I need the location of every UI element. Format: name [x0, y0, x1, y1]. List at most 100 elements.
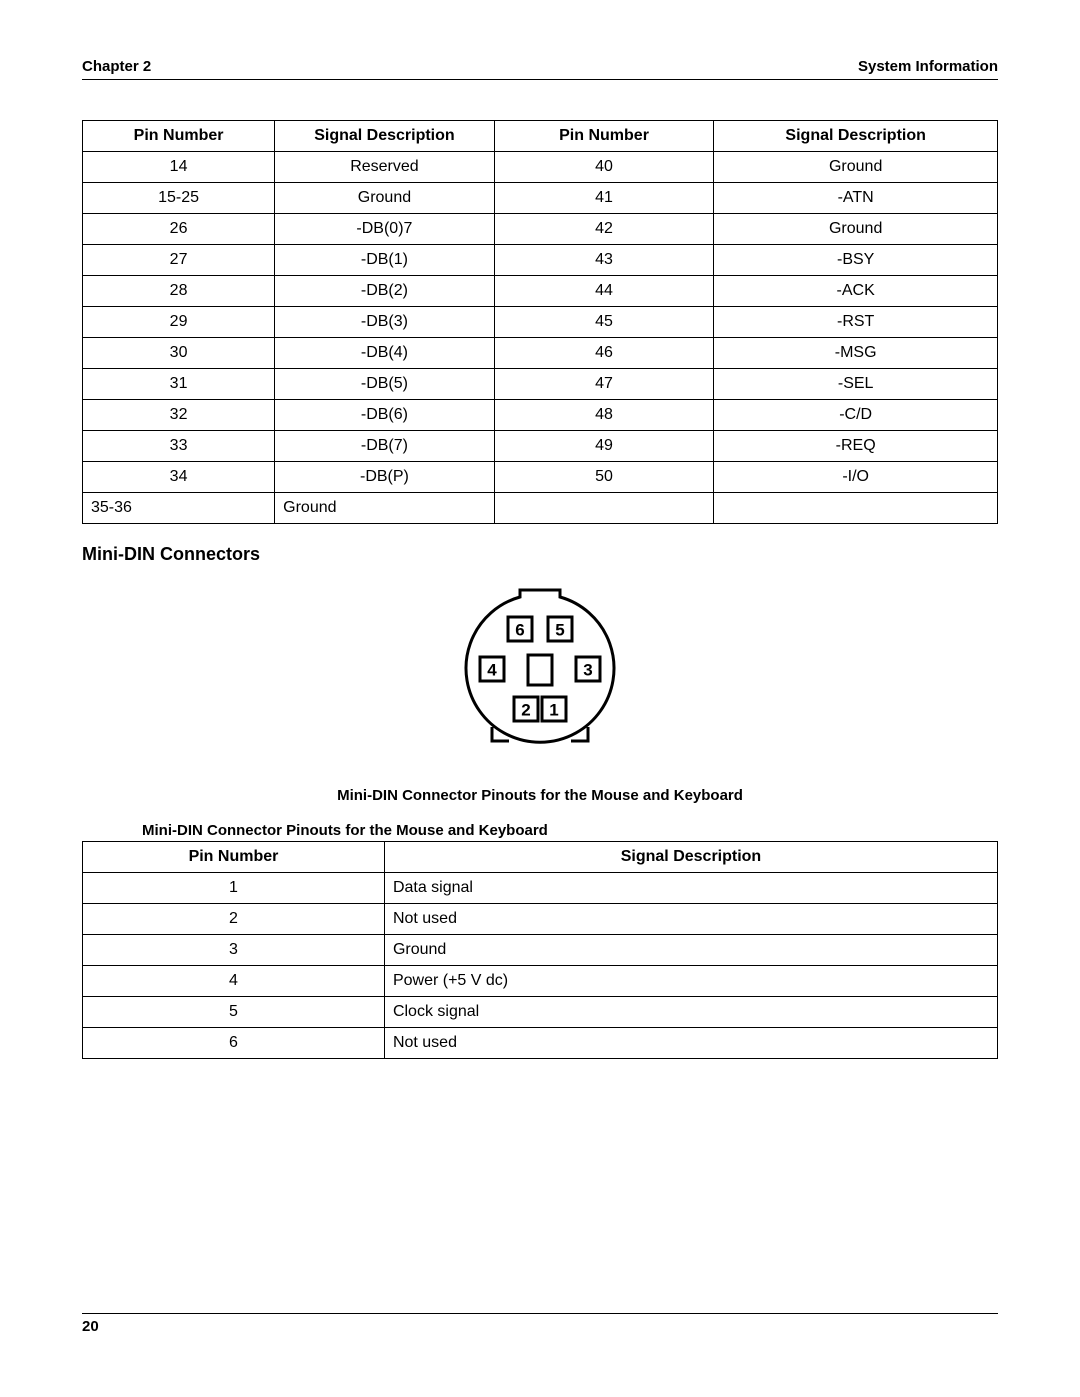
col-header: Signal Description	[714, 121, 998, 152]
table-cell: 14	[83, 152, 275, 183]
table-cell: -DB(6)	[275, 400, 495, 431]
table-cell: 47	[494, 369, 714, 400]
table-cell: -I/O	[714, 462, 998, 493]
table-row: 28-DB(2)44-ACK	[83, 276, 998, 307]
table-cell: 1	[83, 873, 385, 904]
table-cell: 26	[83, 214, 275, 245]
table-cell: -MSG	[714, 338, 998, 369]
table-cell: Ground	[275, 493, 495, 524]
table-cell: -DB(1)	[275, 245, 495, 276]
table-cell: 40	[494, 152, 714, 183]
table-row: 2Not used	[83, 904, 998, 935]
table-row: 15-25Ground41-ATN	[83, 183, 998, 214]
table-header-row: Pin Number Signal Description Pin Number…	[83, 121, 998, 152]
table-cell: -DB(5)	[275, 369, 495, 400]
table-row: 5Clock signal	[83, 997, 998, 1028]
table-cell: 34	[83, 462, 275, 493]
table-cell: Data signal	[384, 873, 997, 904]
table-cell: Reserved	[275, 152, 495, 183]
table-row: 6Not used	[83, 1028, 998, 1059]
table-row: 35-36Ground	[83, 493, 998, 524]
page-footer: 20	[82, 1313, 998, 1335]
table-cell: 50	[494, 462, 714, 493]
table-cell	[714, 493, 998, 524]
col-header: Signal Description	[275, 121, 495, 152]
col-header: Pin Number	[494, 121, 714, 152]
table-cell: -SEL	[714, 369, 998, 400]
col-header: Pin Number	[83, 842, 385, 873]
table-cell: 48	[494, 400, 714, 431]
table-cell: 2	[83, 904, 385, 935]
table-row: 3Ground	[83, 935, 998, 966]
table-row: 27-DB(1)43-BSY	[83, 245, 998, 276]
table-cell: 32	[83, 400, 275, 431]
table-row: 14Reserved40Ground	[83, 152, 998, 183]
pin-label: 3	[583, 661, 592, 680]
mini-din-figure: 123456	[82, 581, 998, 751]
table-row: 30-DB(4)46-MSG	[83, 338, 998, 369]
table-header-row: Pin Number Signal Description	[83, 842, 998, 873]
table-row: 26-DB(0)742Ground	[83, 214, 998, 245]
table-cell: 6	[83, 1028, 385, 1059]
table-row: 32-DB(6)48-C/D	[83, 400, 998, 431]
table-cell: -DB(4)	[275, 338, 495, 369]
table-cell: -DB(7)	[275, 431, 495, 462]
table-cell: 42	[494, 214, 714, 245]
table-cell: 27	[83, 245, 275, 276]
pin-label: 4	[487, 661, 497, 680]
table-cell: 45	[494, 307, 714, 338]
table-cell: 4	[83, 966, 385, 997]
table-cell: Clock signal	[384, 997, 997, 1028]
mini-din-icon: 123456	[450, 581, 630, 751]
table-cell: -REQ	[714, 431, 998, 462]
pin-label: 2	[521, 701, 530, 720]
table2-caption: Mini-DIN Connector Pinouts for the Mouse…	[82, 822, 998, 839]
table-cell: 49	[494, 431, 714, 462]
table-cell: 15-25	[83, 183, 275, 214]
table-cell: 28	[83, 276, 275, 307]
table-row: 29-DB(3)45-RST	[83, 307, 998, 338]
table-cell: Ground	[714, 152, 998, 183]
table-cell: -DB(P)	[275, 462, 495, 493]
header-left: Chapter 2	[82, 58, 151, 75]
header-right: System Information	[858, 58, 998, 75]
table-cell: 30	[83, 338, 275, 369]
table-cell: 5	[83, 997, 385, 1028]
page: Chapter 2 System Information Pin Number …	[0, 0, 1080, 1397]
table-cell: 31	[83, 369, 275, 400]
table-cell: Not used	[384, 1028, 997, 1059]
pin-table-1: Pin Number Signal Description Pin Number…	[82, 120, 998, 524]
col-header: Pin Number	[83, 121, 275, 152]
table-cell: 35-36	[83, 493, 275, 524]
table-cell: -ATN	[714, 183, 998, 214]
table-cell: Ground	[714, 214, 998, 245]
table-row: 4Power (+5 V dc)	[83, 966, 998, 997]
page-header: Chapter 2 System Information	[82, 58, 998, 80]
table-cell: Not used	[384, 904, 997, 935]
pin-label: 6	[515, 621, 524, 640]
table-cell: 3	[83, 935, 385, 966]
table-cell: Power (+5 V dc)	[384, 966, 997, 997]
table-cell: 43	[494, 245, 714, 276]
table-cell: 29	[83, 307, 275, 338]
table-cell: 41	[494, 183, 714, 214]
table-cell: -DB(2)	[275, 276, 495, 307]
table-cell: 44	[494, 276, 714, 307]
table-row: 1Data signal	[83, 873, 998, 904]
table-cell: -BSY	[714, 245, 998, 276]
table-row: 34-DB(P)50-I/O	[83, 462, 998, 493]
figure-caption: Mini-DIN Connector Pinouts for the Mouse…	[82, 787, 998, 804]
table-cell: -RST	[714, 307, 998, 338]
table-cell: -ACK	[714, 276, 998, 307]
table-cell: 33	[83, 431, 275, 462]
pin-table-2: Pin Number Signal Description 1Data sign…	[82, 841, 998, 1059]
table-cell: Ground	[384, 935, 997, 966]
col-header: Signal Description	[384, 842, 997, 873]
table-cell	[494, 493, 714, 524]
table-cell: -C/D	[714, 400, 998, 431]
section-title: Mini-DIN Connectors	[82, 544, 998, 565]
table-cell: -DB(3)	[275, 307, 495, 338]
table-row: 33-DB(7)49-REQ	[83, 431, 998, 462]
pin-label: 5	[555, 621, 564, 640]
table-cell: -DB(0)7	[275, 214, 495, 245]
